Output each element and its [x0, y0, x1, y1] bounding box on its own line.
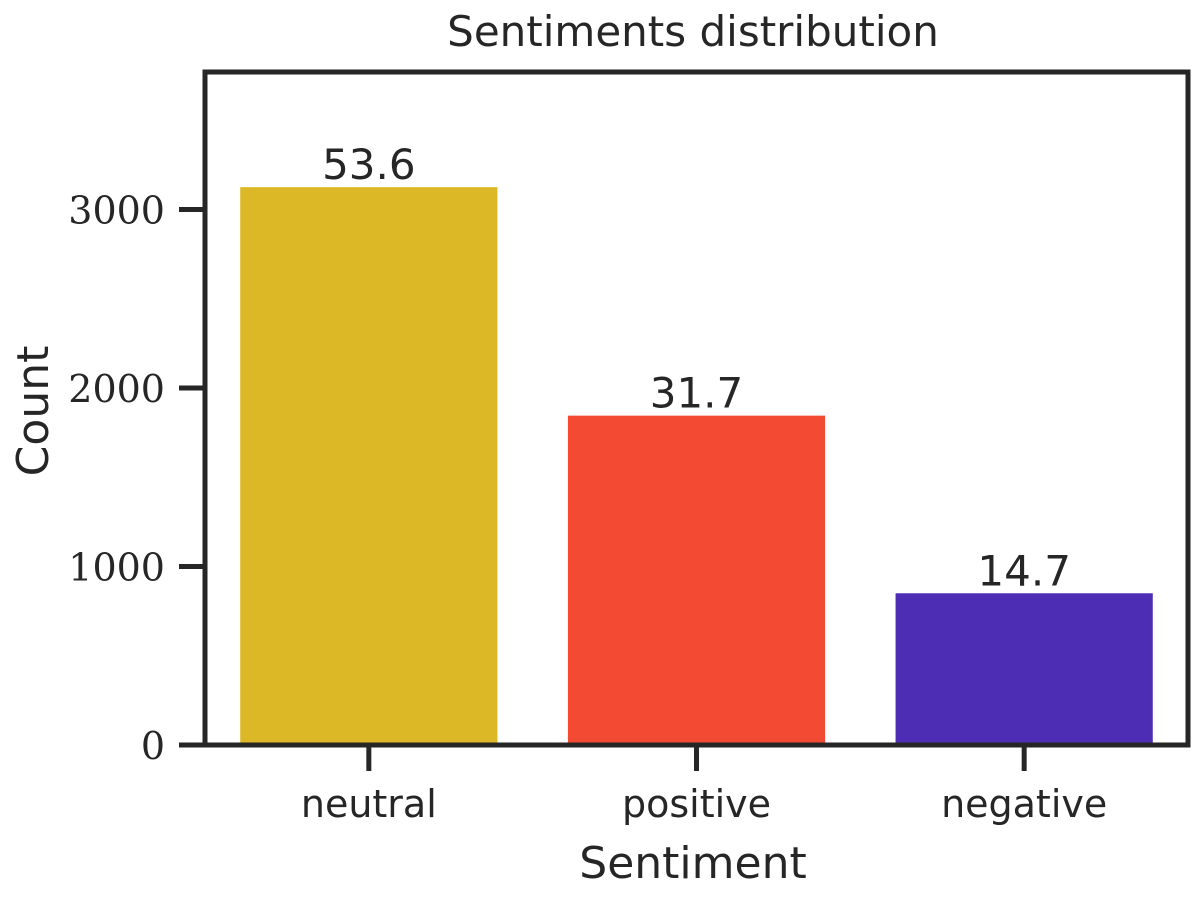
bar-value-label-negative: 14.7 [977, 546, 1071, 595]
y-tick-label-1000: 1000 [68, 545, 165, 589]
y-tick-label-0: 0 [141, 724, 165, 768]
x-tick-label-negative: negative [941, 782, 1107, 826]
bar-labels-group: 53.6 31.7 14.7 [322, 140, 1071, 595]
chart-title: Sentiments distribution [447, 7, 939, 56]
bars-group [240, 187, 1153, 745]
y-tick-label-3000: 3000 [68, 188, 165, 232]
bar-value-label-neutral: 53.6 [322, 140, 416, 189]
y-axis-title: Count [8, 346, 59, 477]
y-axis-ticks: 0 1000 2000 3000 [68, 188, 205, 768]
bar-neutral [240, 187, 498, 745]
bar-negative [895, 593, 1153, 745]
bar-value-label-positive: 31.7 [650, 369, 744, 418]
x-tick-label-neutral: neutral [301, 782, 437, 826]
x-axis-title: Sentiment [579, 838, 806, 889]
x-tick-label-positive: positive [622, 782, 771, 826]
y-tick-label-2000: 2000 [68, 367, 165, 411]
x-axis-ticks: neutral positive negative [301, 745, 1107, 826]
bar-positive [567, 415, 826, 745]
